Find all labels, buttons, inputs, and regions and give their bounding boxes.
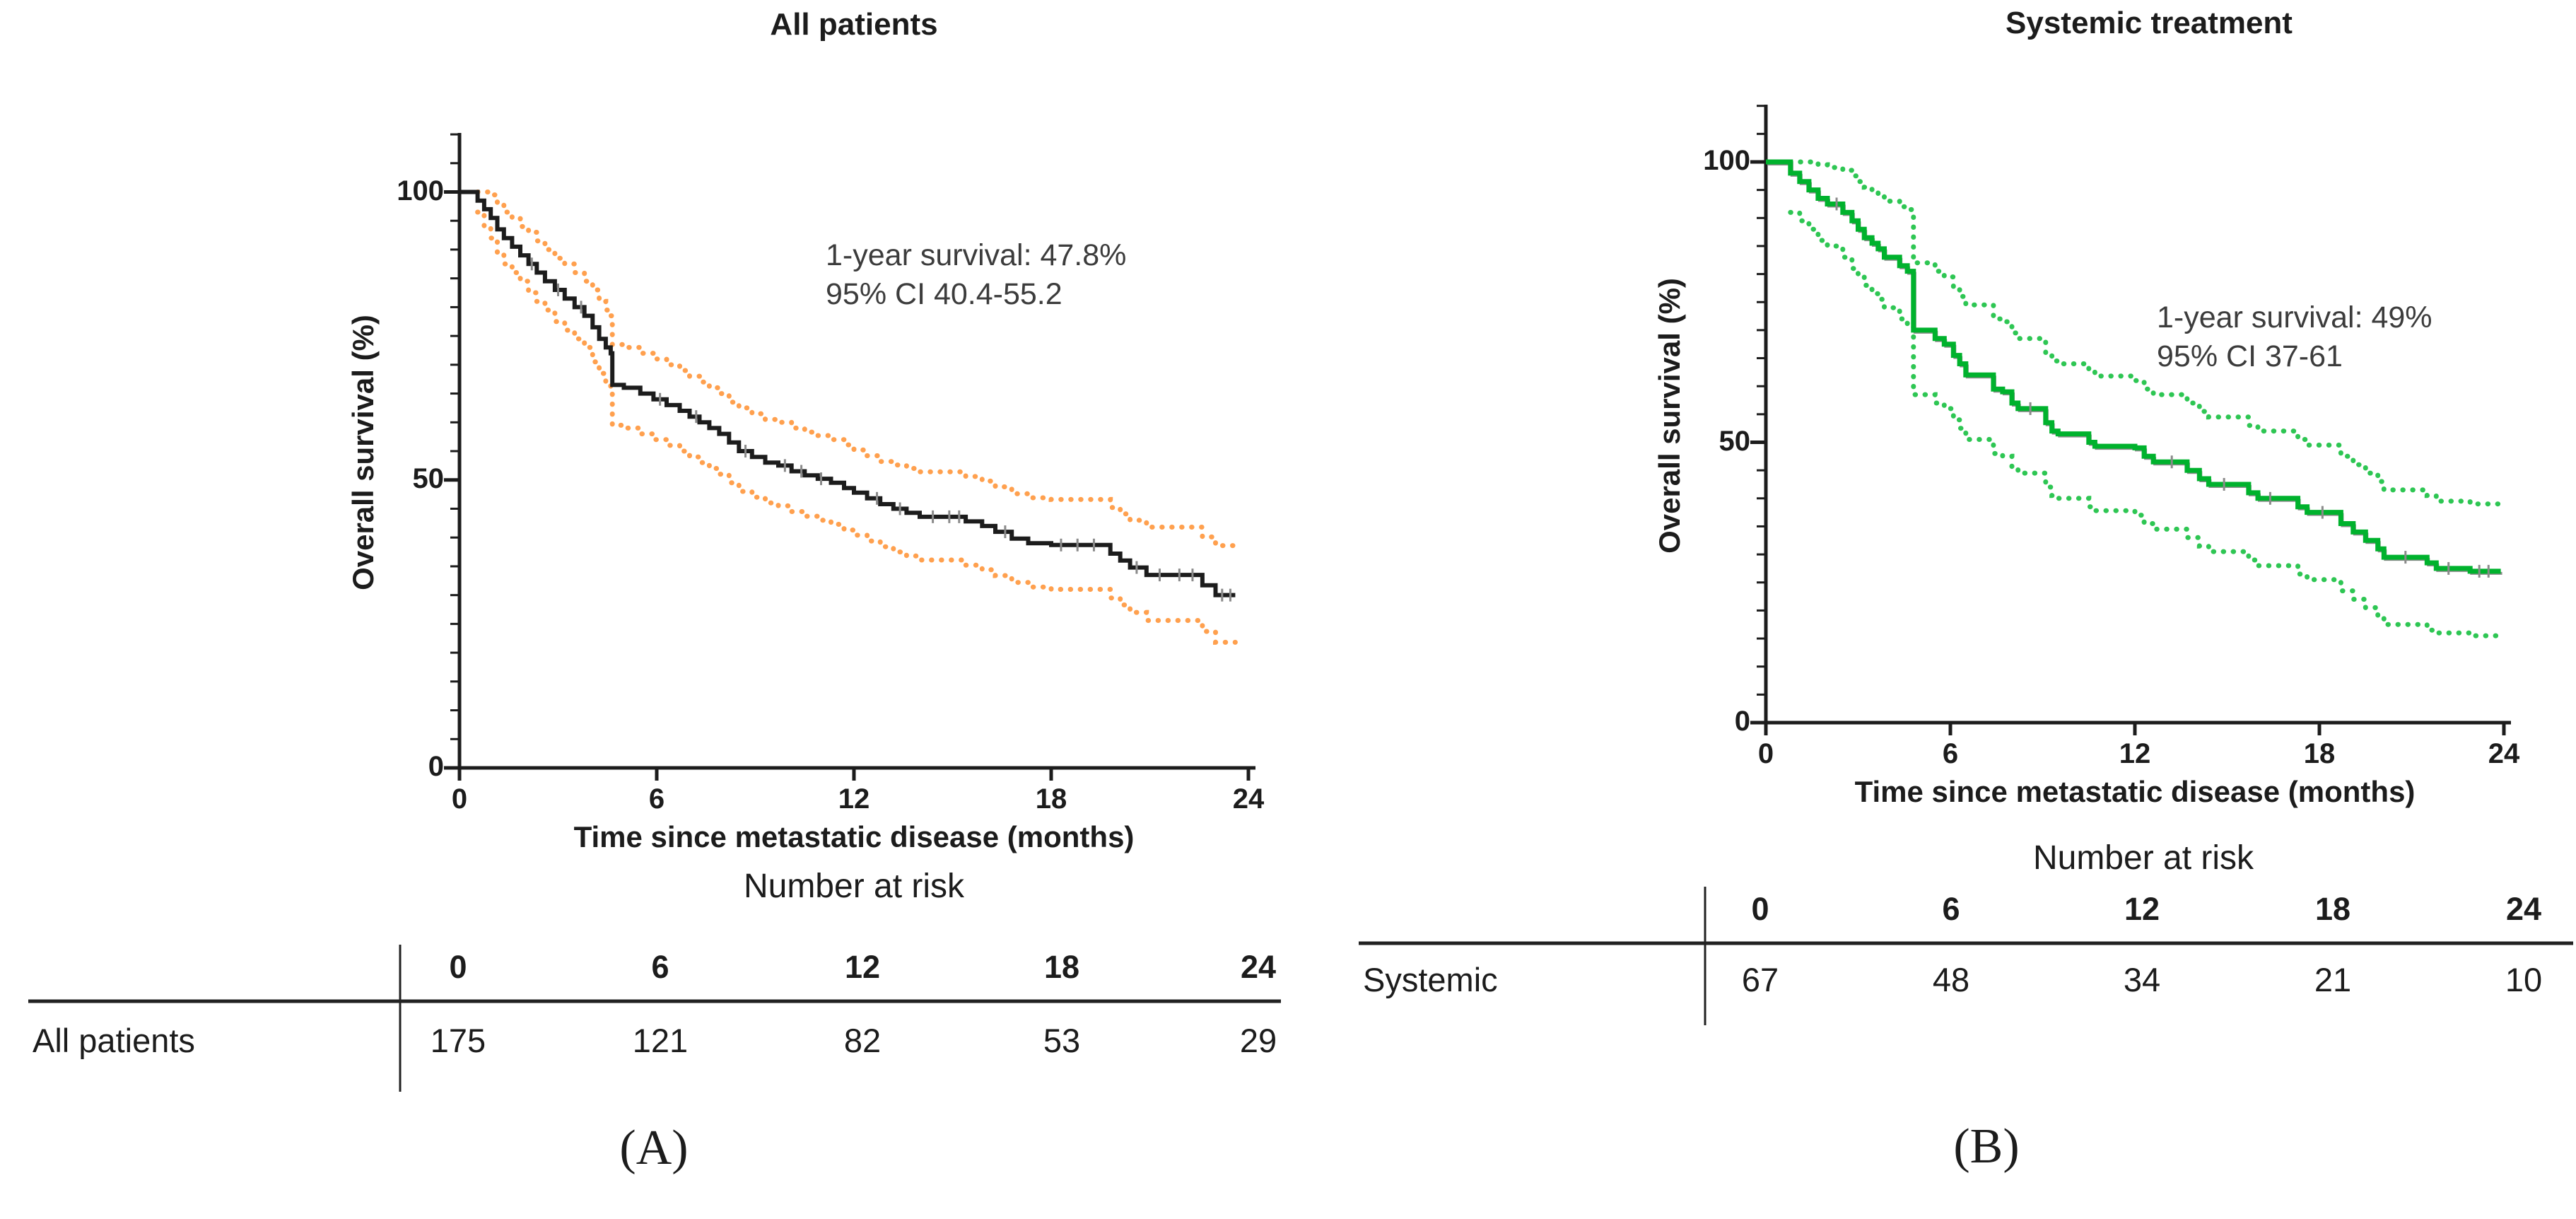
panel-a-risk-col-12: 12: [844, 949, 881, 985]
panel-b-risk-col-0: 0: [1751, 891, 1769, 927]
panel-b-xtick-24: 24: [2488, 738, 2520, 769]
panel-a-risk-value-12: 82: [843, 1022, 882, 1059]
panel-b-xtick-18: 18: [2303, 738, 2336, 769]
panel-b-risk-value-6: 48: [1932, 961, 1970, 998]
panel-a-risk-col-0: 0: [449, 949, 467, 985]
panel-b-xtick-12: 12: [2119, 738, 2151, 769]
panel-b-xtick-6: 6: [1942, 738, 1959, 769]
panel-a-risk-row-label: All patients: [33, 1022, 195, 1059]
panel-b-risk-value-24: 10: [2505, 961, 2543, 998]
panel-b-caption: (B): [1953, 1119, 2020, 1174]
panel-a-y-axis-label: Overall survival (%): [346, 315, 380, 590]
panel-a-risk-col-6: 6: [651, 949, 669, 985]
panel-b-ytick-100: 100: [1703, 145, 1750, 176]
panel-b-ytick-0: 0: [1734, 706, 1750, 737]
panel-a-risk-value-0: 175: [430, 1022, 486, 1059]
panel-a-risk-heading: Number at risk: [743, 868, 965, 905]
panel-a-xtick-6: 6: [648, 783, 665, 815]
panel-a-ytick-50: 50: [412, 463, 445, 494]
panel-b-annotation: 1-year survival: 49% 95% CI 37-61: [2157, 298, 2432, 376]
panel-b-risk-col-6: 6: [1942, 891, 1960, 927]
panel-a-risk-col-18: 18: [1043, 949, 1080, 985]
panel-b-annotation-line1: 1-year survival: 49%: [2157, 301, 2432, 334]
panel-a-annotation-line2: 95% CI 40.4-55.2: [826, 277, 1062, 311]
panel-a-caption: (A): [619, 1121, 689, 1175]
panel-b-title: Systemic treatment: [2006, 6, 2293, 40]
panel-b-risk-row-label: Systemic: [1363, 961, 1498, 998]
panel-b-risk-col-12: 12: [2124, 891, 2160, 927]
panel-a-risk-col-24: 24: [1240, 949, 1277, 985]
panel-a-xtick-24: 24: [1232, 783, 1265, 815]
panel-a-annotation-line1: 1-year survival: 47.8%: [826, 238, 1127, 272]
panel-a-ytick-0: 0: [428, 751, 444, 782]
panel-b-risk-value-12: 34: [2123, 961, 2161, 998]
panel-b-risk-col-24: 24: [2505, 891, 2542, 927]
panel-b-ytick-50: 50: [1719, 426, 1751, 457]
panel-a-x-axis-label: Time since metastatic disease (months): [573, 820, 1135, 853]
panel-b-xtick-0: 0: [1757, 738, 1774, 769]
panel-a-title: All patients: [770, 7, 938, 42]
panel-b-x-axis-label: Time since metastatic disease (months): [1854, 775, 2416, 808]
panel-a-xtick-0: 0: [451, 783, 468, 815]
panel-b-risk-value-0: 67: [1741, 961, 1779, 998]
panel-a-ytick-100: 100: [397, 175, 444, 206]
panel-b-y-axis-label: Overall survival (%): [1653, 278, 1686, 554]
panel-b-risk-value-18: 21: [2314, 961, 2352, 998]
panel-a-risk-value-18: 53: [1043, 1022, 1081, 1059]
panel-b-annotation-line2: 95% CI 37-61: [2157, 339, 2343, 373]
panel-b-risk-heading: Number at risk: [2032, 839, 2254, 877]
panel-b-risk-col-18: 18: [2314, 891, 2351, 927]
panel-a-annotation: 1-year survival: 47.8% 95% CI 40.4-55.2: [826, 236, 1126, 314]
panel-a-xtick-18: 18: [1035, 783, 1067, 815]
panel-a-risk-value-24: 29: [1239, 1022, 1277, 1059]
panel-a-risk-value-6: 121: [632, 1022, 689, 1059]
panel-a-xtick-12: 12: [838, 783, 870, 815]
